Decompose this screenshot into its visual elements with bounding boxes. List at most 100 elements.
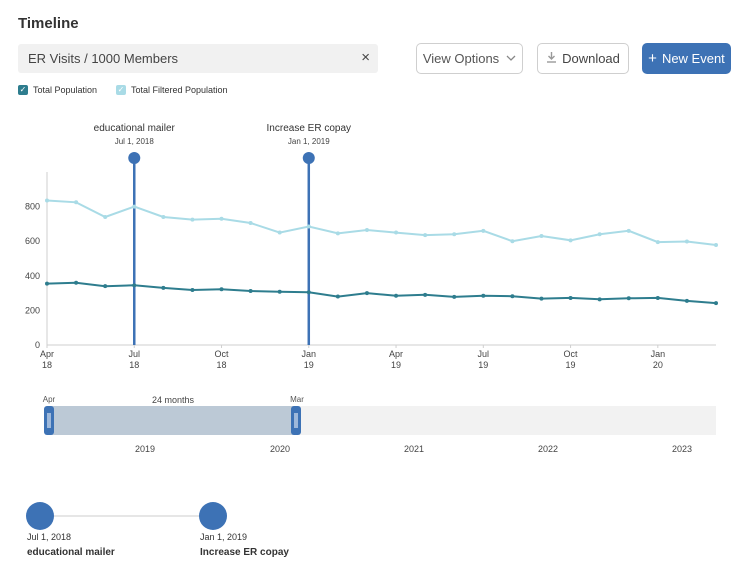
year-label: 2023 — [672, 444, 692, 454]
data-point[interactable] — [568, 295, 573, 300]
x-tick-label: 18 — [42, 360, 52, 370]
data-point[interactable] — [219, 216, 224, 221]
range-span-label: 24 months — [152, 395, 195, 405]
data-point[interactable] — [277, 289, 282, 294]
data-point[interactable] — [103, 214, 108, 219]
data-point[interactable] — [45, 281, 49, 286]
data-point[interactable] — [655, 240, 660, 245]
range-selection[interactable] — [49, 406, 296, 435]
event-pin[interactable] — [302, 152, 315, 164]
data-point[interactable] — [335, 231, 340, 236]
data-point[interactable] — [510, 239, 515, 244]
data-point[interactable] — [45, 198, 49, 203]
data-point[interactable] — [452, 232, 457, 237]
data-point[interactable] — [655, 295, 660, 300]
data-point[interactable] — [394, 230, 399, 235]
data-point[interactable] — [423, 233, 428, 238]
new-event-button[interactable]: + New Event — [642, 43, 731, 74]
data-point[interactable] — [568, 238, 573, 243]
data-point[interactable] — [306, 224, 311, 229]
legend-total-label: Total Population — [33, 85, 98, 95]
data-point[interactable] — [132, 204, 137, 209]
data-point[interactable] — [74, 200, 79, 205]
data-point[interactable] — [597, 232, 602, 237]
data-point[interactable] — [684, 239, 689, 244]
event-marker-name: Increase ER copay — [200, 547, 289, 558]
data-point[interactable] — [219, 287, 224, 292]
plus-icon: + — [648, 50, 657, 67]
clear-icon[interactable]: × — [361, 49, 370, 66]
x-tick-label: 19 — [566, 360, 576, 370]
search-value[interactable]: ER Visits / 1000 Members — [28, 51, 179, 66]
legend-total-population[interactable]: ✓ Total Population — [18, 85, 97, 95]
data-point[interactable] — [423, 292, 428, 297]
data-point[interactable] — [364, 291, 369, 296]
data-point[interactable] — [190, 287, 195, 292]
y-tick-label: 600 — [25, 236, 40, 246]
data-point[interactable] — [248, 289, 253, 294]
download-button[interactable]: Download — [537, 43, 629, 74]
y-tick-label: 0 — [35, 340, 40, 350]
data-point[interactable] — [626, 296, 631, 301]
metric-search-input[interactable]: ER Visits / 1000 Members × — [18, 44, 378, 73]
year-label: 2020 — [270, 444, 290, 454]
x-tick-label: Jul — [478, 349, 490, 359]
x-tick-label: Apr — [389, 349, 403, 359]
x-tick-label: Oct — [215, 349, 230, 359]
data-point[interactable] — [597, 297, 602, 302]
data-point[interactable] — [161, 214, 166, 219]
data-point[interactable] — [452, 294, 457, 299]
new-event-label: New Event — [661, 51, 725, 66]
event-name-label: educational mailer — [94, 123, 176, 134]
event-date-label: Jul 1, 2018 — [115, 137, 155, 146]
x-tick-label: Oct — [564, 349, 579, 359]
data-point[interactable] — [626, 228, 631, 233]
event-pin[interactable] — [128, 152, 141, 164]
year-label: 2021 — [404, 444, 424, 454]
x-tick-label: Jan — [302, 349, 317, 359]
year-label: 2019 — [135, 444, 155, 454]
x-tick-label: Jan — [651, 349, 666, 359]
series-line-total — [46, 281, 717, 305]
view-options-button[interactable]: View Options — [416, 43, 523, 74]
event-marker[interactable] — [199, 502, 227, 530]
x-tick-label: 19 — [478, 360, 488, 370]
data-point[interactable] — [714, 301, 718, 306]
data-point[interactable] — [539, 234, 544, 239]
data-point[interactable] — [684, 298, 689, 303]
data-point[interactable] — [248, 221, 253, 226]
data-point[interactable] — [714, 243, 718, 248]
data-point[interactable] — [103, 284, 108, 289]
data-point[interactable] — [539, 296, 544, 301]
series-line-filtered — [46, 199, 717, 246]
view-options-label: View Options — [422, 51, 500, 66]
download-label: Download — [562, 51, 620, 66]
checkbox-checked-icon[interactable]: ✓ — [116, 85, 126, 95]
range-start-handle[interactable] — [44, 406, 54, 435]
data-point[interactable] — [306, 290, 311, 295]
data-point[interactable] — [277, 230, 282, 235]
event-marker[interactable] — [26, 502, 54, 530]
data-point[interactable] — [481, 228, 486, 233]
year-label: 2022 — [538, 444, 558, 454]
data-point[interactable] — [481, 293, 486, 298]
data-point[interactable] — [364, 227, 369, 232]
range-end-label: Mar — [290, 395, 304, 404]
data-point[interactable] — [190, 217, 195, 222]
data-point[interactable] — [161, 285, 166, 290]
y-tick-label: 400 — [25, 271, 40, 281]
event-date-label: Jan 1, 2019 — [288, 137, 330, 146]
data-point[interactable] — [394, 293, 399, 298]
event-marker-date: Jul 1, 2018 — [27, 532, 71, 542]
checkbox-checked-icon[interactable]: ✓ — [18, 85, 28, 95]
data-point[interactable] — [132, 283, 137, 288]
range-start-label: Apr — [43, 395, 56, 404]
data-point[interactable] — [335, 294, 340, 299]
data-point[interactable] — [510, 294, 515, 299]
data-point[interactable] — [74, 280, 79, 285]
legend-filtered-population[interactable]: ✓ Total Filtered Population — [116, 85, 228, 95]
range-end-handle[interactable] — [291, 406, 301, 435]
x-tick-label: Jul — [129, 349, 141, 359]
x-tick-label: 18 — [217, 360, 227, 370]
